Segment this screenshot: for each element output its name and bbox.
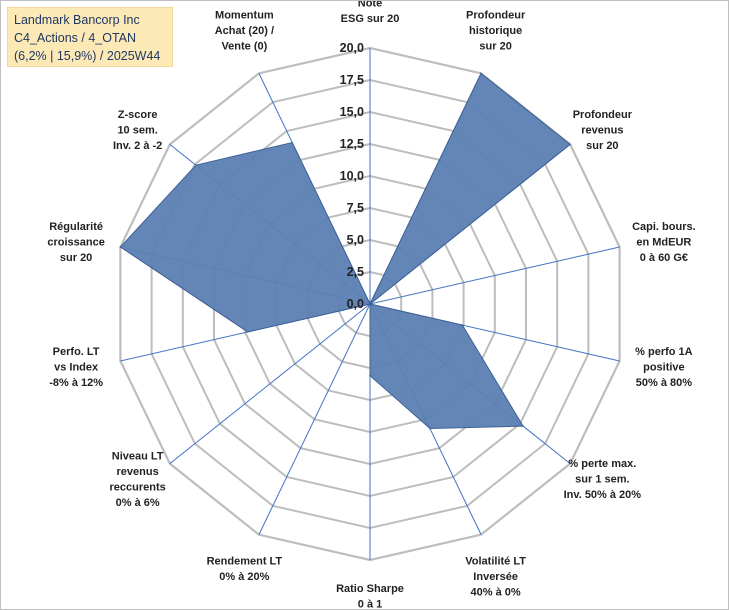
- scale-tick-label: 2,5: [347, 265, 364, 279]
- axis-label-10: Niveau LT revenus reccurents 0% à 6%: [110, 450, 166, 509]
- axis-label-line: reccurents: [110, 481, 166, 493]
- scale-tick-label: 7,5: [347, 201, 364, 215]
- axis-label-7: Volatilité LT Inversée 40% à 0%: [465, 555, 526, 598]
- chart-title-performance-week: (6,2% | 15,9%) / 2025W44: [14, 49, 161, 63]
- chart-title-box: Landmark Bancorp Inc C4_Actions / 4_OTAN…: [7, 7, 173, 67]
- data-point-6: [522, 425, 524, 427]
- axis-label-line: 10 sem.: [117, 124, 157, 136]
- axis-spoke-10: [169, 303, 371, 465]
- axis-label-6: % perte max. sur 1 sem. Inv. 50% à 20%: [564, 458, 642, 501]
- data-point-2: [480, 72, 482, 75]
- axis-label-line: positive: [643, 361, 685, 373]
- axis-label-line: 0% à 20%: [219, 571, 269, 583]
- axis-label-line: Ratio Sharpe: [336, 583, 404, 595]
- axis-label-line: Rendement LT: [207, 555, 283, 567]
- axis-label-line: Inv. 2 à -2: [113, 140, 162, 152]
- axis-label-5: % perfo 1A positive 50% à 80%: [635, 346, 693, 389]
- data-point-3: [569, 143, 571, 146]
- axis-label-1: Note ESG sur 20: [341, 1, 400, 25]
- axis-label-line: 0 à 60 G€: [640, 252, 688, 264]
- data-point-14: [291, 141, 294, 144]
- axis-label-line: Z-score: [118, 109, 158, 121]
- axis-label-line: Inversée: [473, 571, 518, 583]
- axis-label-line: % perte max.: [568, 458, 636, 470]
- axis-label-4: Capi. bours. en MdEUR 0 à 60 G€: [632, 221, 696, 264]
- data-point-7: [429, 427, 431, 430]
- axis-spoke-4: [369, 246, 620, 305]
- axis-label-line: Régularité: [49, 221, 103, 233]
- axis-label-13: Z-score 10 sem. Inv. 2 à -2: [113, 109, 162, 152]
- data-point-13: [195, 164, 197, 166]
- axis-label-line: 50% à 80%: [636, 377, 692, 389]
- axis-label-line: revenus: [581, 124, 623, 136]
- axis-label-line: vs Index: [54, 361, 99, 373]
- axis-label-2: Profondeur historique sur 20: [466, 10, 526, 53]
- axis-label-8: Ratio Sharpe 0 à 1: [336, 583, 404, 609]
- axis-label-line: ESG sur 20: [341, 13, 400, 25]
- scale-tick-label: 10,0: [340, 169, 364, 183]
- scale-tick-label: 12,5: [340, 137, 364, 151]
- axis-label-line: Achat (20) /: [215, 25, 274, 37]
- axis-label-line: 0 à 1: [358, 599, 382, 610]
- data-point-12: [119, 246, 122, 248]
- axis-label-line: historique: [469, 25, 522, 37]
- data-point-8: [369, 374, 371, 377]
- scale-tick-label: 0,0: [347, 297, 364, 311]
- data-point-10: [369, 303, 371, 305]
- data-series-area: [119, 72, 571, 430]
- axis-label-line: Capi. bours.: [632, 221, 696, 233]
- scale-tick-label: 15,0: [340, 105, 364, 119]
- axis-label-11: Perfo. LT vs Index -8% à 12%: [49, 346, 103, 389]
- axis-label-3: Profondeur revenus sur 20: [573, 109, 633, 152]
- axis-label-line: Profondeur: [466, 10, 526, 22]
- axis-label-line: sur 20: [60, 252, 92, 264]
- axis-label-9: Rendement LT 0% à 20%: [207, 555, 283, 583]
- axis-label-line: sur 20: [479, 41, 511, 53]
- scale-tick-label: 17,5: [340, 73, 364, 87]
- axis-label-line: sur 1 sem.: [575, 474, 629, 486]
- axis-label-line: Note: [358, 1, 382, 10]
- scale-tick-label: 5,0: [347, 233, 364, 247]
- axis-label-line: 40% à 0%: [471, 586, 521, 598]
- data-point-5: [461, 324, 464, 326]
- axis-label-line: revenus: [117, 466, 159, 478]
- axis-spoke-9: [258, 303, 371, 535]
- axis-label-14: Momentum Achat (20) / Vente (0): [215, 10, 274, 53]
- axis-label-line: Inv. 50% à 20%: [564, 489, 642, 501]
- axis-label-line: Niveau LT: [112, 450, 164, 462]
- chart-title-company: Landmark Bancorp Inc: [14, 13, 140, 27]
- axis-label-line: sur 20: [586, 140, 618, 152]
- axis-label-line: % perfo 1A: [635, 346, 693, 358]
- axis-label-line: croissance: [47, 237, 104, 249]
- axis-label-line: Vente (0): [221, 41, 267, 53]
- axis-label-line: Volatilité LT: [465, 555, 526, 567]
- axis-label-line: Profondeur: [573, 109, 633, 121]
- chart-title-classification: C4_Actions / 4_OTAN: [14, 31, 137, 45]
- data-point-11: [246, 331, 249, 333]
- scale-tick-label: 20,0: [340, 41, 364, 55]
- axis-label-line: -8% à 12%: [49, 377, 103, 389]
- axis-label-line: Perfo. LT: [53, 346, 100, 358]
- axis-label-line: Momentum: [215, 10, 274, 22]
- axis-label-line: 0% à 6%: [116, 497, 160, 509]
- axis-label-12: Régularité croissance sur 20: [47, 221, 104, 264]
- axis-label-line: en MdEUR: [636, 237, 691, 249]
